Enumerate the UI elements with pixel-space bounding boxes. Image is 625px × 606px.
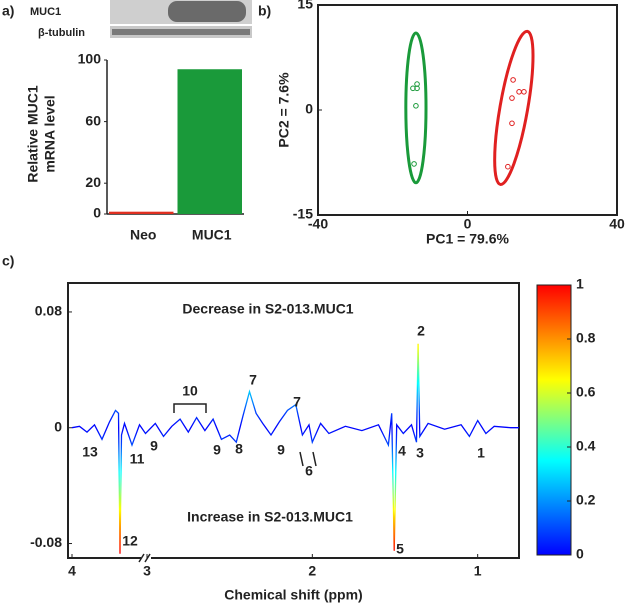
colorbar	[536, 284, 572, 556]
point	[411, 161, 417, 167]
x-tick-label: MUC1	[192, 227, 232, 243]
panel-label: b)	[258, 3, 271, 19]
blot-band	[168, 1, 246, 22]
colorbar-tick-label: 0	[576, 546, 584, 562]
y-tick-label: 15	[297, 0, 313, 12]
spectrum	[71, 343, 519, 554]
y-tick-label: 20	[85, 174, 101, 190]
peak-label: 5	[396, 541, 404, 557]
colorbar-tick-label: 0.2	[576, 492, 596, 508]
x-tick-label: Neo	[130, 227, 156, 243]
confidence-ellipse	[493, 29, 535, 186]
blot-label: MUC1	[30, 6, 61, 18]
colorbar-tick-label: 1	[576, 276, 584, 292]
y-tick-label: 0	[54, 418, 62, 434]
point	[510, 77, 516, 83]
bracket	[173, 403, 207, 413]
peak-label: 12	[122, 533, 138, 549]
colorbar-tick-label: 0.6	[576, 384, 596, 400]
bar	[109, 211, 174, 214]
x-tick-label: 1	[474, 563, 482, 579]
bar	[177, 69, 242, 215]
x-tick-label: 3	[143, 563, 151, 579]
blot-band	[112, 29, 250, 35]
peak-label: 7	[249, 372, 257, 388]
peak-label: 1	[477, 445, 485, 461]
peak-label: 11	[130, 451, 145, 467]
blot-label: β-tubulin	[38, 27, 85, 39]
panel-label: c)	[2, 253, 14, 269]
x-tick-label: 2	[308, 563, 316, 579]
bracket	[299, 451, 317, 467]
point	[521, 89, 527, 95]
annotation: Decrease in S2-013.MUC1	[182, 301, 353, 317]
peak-label: 3	[416, 445, 424, 461]
x-axis-label: PC1 = 79.6%	[426, 231, 509, 247]
colorbar-tick-label: 0.8	[576, 330, 596, 346]
peak-label: 7	[293, 394, 301, 410]
peak-label: 13	[82, 444, 98, 460]
y-tick-label: 100	[78, 51, 102, 67]
peak-label: 9	[213, 442, 221, 458]
point	[413, 103, 419, 109]
x-tick-label: 4	[68, 563, 76, 579]
y-axis-label: Relative MUC1	[25, 85, 41, 182]
y-tick-label: 60	[85, 112, 101, 128]
panel-label: a)	[2, 3, 14, 19]
annotation: Increase in S2-013.MUC1	[187, 509, 353, 525]
colorbar-tick-label: 0.4	[576, 438, 596, 454]
peak-label: 8	[235, 441, 243, 457]
y-axis-label: mRNA level	[42, 95, 58, 172]
y-tick-label: 0.08	[35, 303, 62, 319]
peak-label: 4	[398, 443, 406, 459]
point	[509, 95, 515, 101]
peak-label: 6	[305, 463, 313, 479]
x-axis-label: Chemical shift (ppm)	[224, 587, 362, 603]
point	[509, 120, 515, 127]
confidence-ellipse	[404, 31, 428, 185]
y-tick-label: 0	[93, 205, 101, 221]
peak-label: 10	[182, 383, 198, 399]
y-tick-label: 0	[305, 101, 313, 117]
peak-label: 9	[277, 442, 285, 458]
x-tick-label: 40	[609, 216, 625, 232]
plot-frame	[317, 4, 618, 216]
point	[505, 163, 511, 170]
y-axis-label: PC2 = 7.6%	[276, 72, 292, 148]
y-tick-label: -0.08	[30, 534, 62, 550]
axis-break-gap	[141, 555, 151, 561]
point	[414, 85, 420, 92]
x-tick-label: 0	[464, 216, 472, 232]
plot-frame	[67, 282, 520, 559]
peak-label: 9	[150, 438, 158, 454]
peak-label: 2	[417, 323, 425, 339]
y-tick-label: -15	[293, 206, 313, 222]
x-tick-label: -40	[308, 216, 328, 232]
point	[516, 89, 522, 95]
